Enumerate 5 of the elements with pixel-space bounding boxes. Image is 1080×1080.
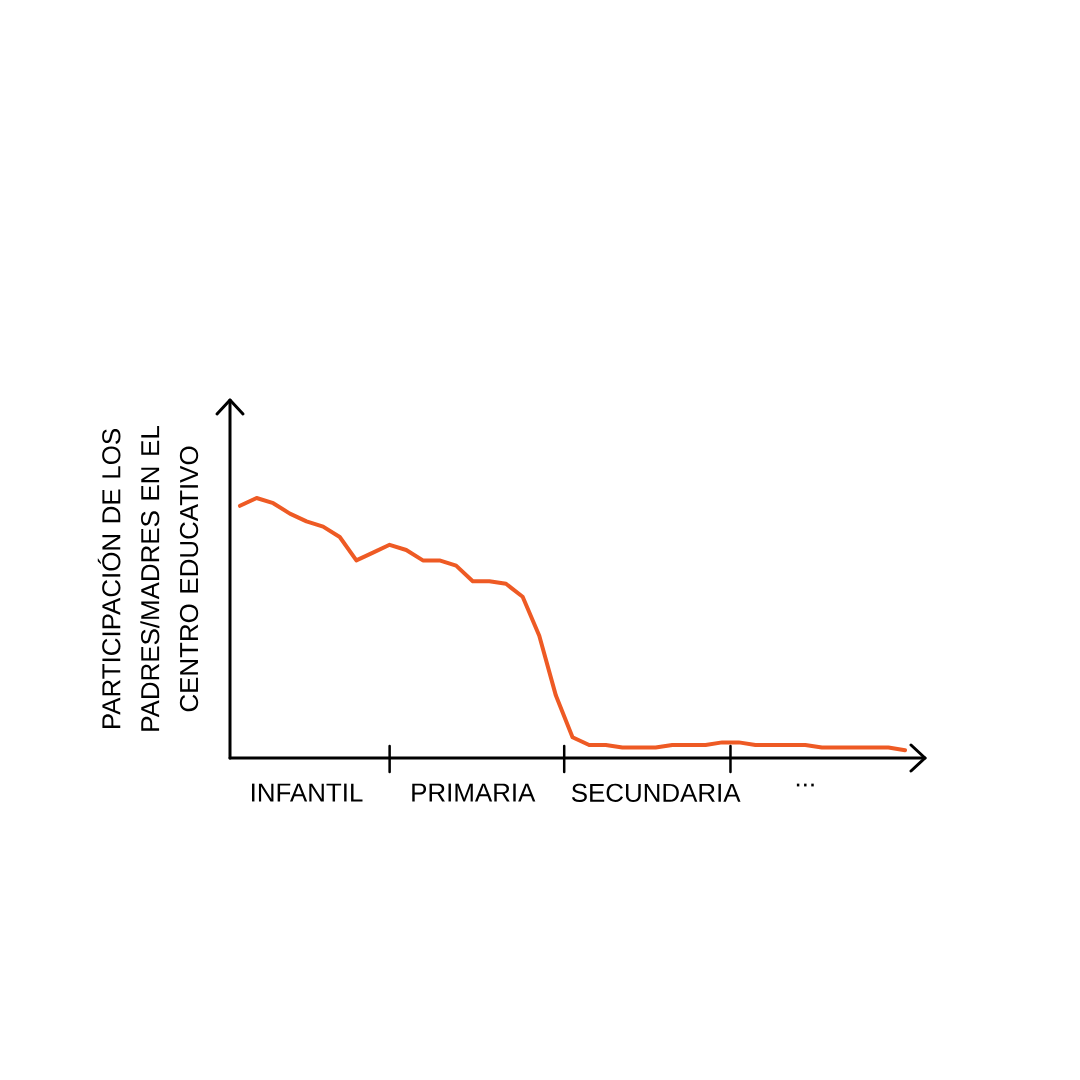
x-tick-label: ...: [796, 783, 814, 787]
y-axis-title: PARTICIPACIÓN DE LOS PADRES/MADRES EN EL CENTRO EDUCATIVO: [97, 426, 199, 731]
x-tick-label: PRIMARIA: [412, 783, 536, 802]
x-tick-label: INFANTIL: [252, 783, 363, 802]
x-tick-label: SECUNDARIA: [571, 783, 741, 802]
